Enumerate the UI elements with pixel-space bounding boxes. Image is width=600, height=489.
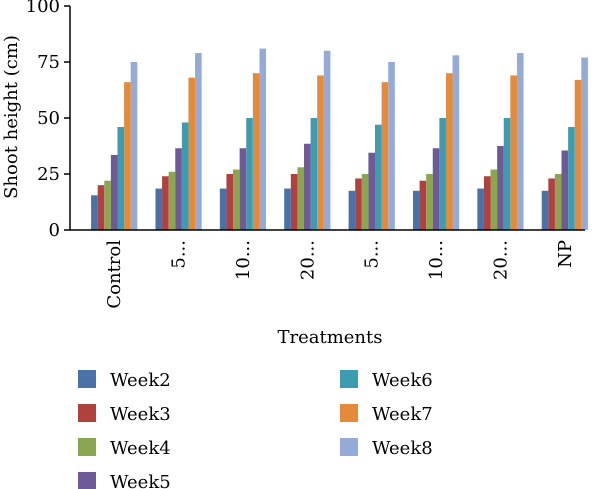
legend-swatch bbox=[340, 438, 358, 456]
x-tick-label: 20... bbox=[490, 240, 511, 280]
bar-week3-6 bbox=[483, 176, 491, 230]
legend-label: Week4 bbox=[110, 438, 171, 459]
bar-week4-2 bbox=[233, 169, 240, 230]
bar-week5-2 bbox=[239, 148, 247, 230]
bar-week8-7 bbox=[581, 57, 588, 230]
x-axis: Control 5... 10... 20... 5... 10... 20... NP bbox=[70, 229, 585, 309]
bar-week4-4 bbox=[361, 174, 369, 230]
bar-week5-4 bbox=[368, 152, 375, 230]
bar-week6-5 bbox=[439, 118, 446, 230]
bar-week6-7 bbox=[568, 126, 575, 230]
bar-week7-5 bbox=[445, 73, 453, 230]
legend-swatch bbox=[340, 370, 358, 388]
y-axis-title: Shoot height (cm) bbox=[1, 35, 22, 199]
bar-week8-3 bbox=[323, 50, 331, 230]
legend-item-week2: Week2 bbox=[78, 370, 171, 391]
y-tick-label: 100 bbox=[26, 0, 60, 17]
legend-label: Week2 bbox=[110, 370, 171, 391]
legend-item-week4: Week4 bbox=[78, 438, 171, 459]
bar-week8-1 bbox=[195, 53, 202, 230]
y-tick-label: 0 bbox=[49, 220, 60, 241]
legend-label: Week8 bbox=[372, 438, 433, 459]
bar-week2-2 bbox=[219, 188, 227, 230]
bar-week6-2 bbox=[246, 118, 253, 230]
legend-swatch bbox=[78, 438, 96, 456]
legend-swatch bbox=[78, 472, 96, 489]
x-axis-title: Treatments bbox=[277, 327, 382, 348]
bar-week5-1 bbox=[175, 148, 182, 230]
bar-week2-0 bbox=[91, 195, 98, 230]
x-tick-label: NP bbox=[555, 240, 576, 268]
bar-week4-5 bbox=[426, 174, 433, 230]
bar-week7-1 bbox=[188, 77, 196, 231]
y-tick-label: 50 bbox=[37, 108, 60, 129]
x-tick-label: 10... bbox=[233, 240, 254, 280]
bar-week2-1 bbox=[155, 188, 163, 230]
x-tick-label: 5... bbox=[169, 240, 190, 269]
bar-week6-1 bbox=[181, 122, 189, 230]
legend-item-week8: Week8 bbox=[340, 438, 433, 459]
y-axis: 0 25 50 75 100 bbox=[26, 0, 71, 241]
legend-item-week7: Week7 bbox=[340, 404, 433, 425]
bar-week8-0 bbox=[130, 62, 138, 230]
bar-week4-7 bbox=[554, 174, 562, 230]
bar-week6-0 bbox=[117, 126, 125, 230]
legend-label: Week5 bbox=[110, 472, 171, 489]
bar-week3-4 bbox=[355, 178, 362, 230]
bar-week3-3 bbox=[290, 174, 298, 230]
x-tick-label: 20... bbox=[297, 240, 318, 280]
legend-label: Week6 bbox=[372, 370, 433, 391]
y-tick-label: 25 bbox=[37, 164, 60, 185]
bar-week5-6 bbox=[497, 146, 504, 230]
legend: Week2 Week3 Week4 Week5 Week6 Week7 Week8 bbox=[78, 370, 433, 489]
bar-week7-7 bbox=[574, 79, 582, 230]
bar-week2-3 bbox=[284, 188, 291, 230]
bars bbox=[91, 48, 588, 231]
bar-week8-6 bbox=[516, 53, 524, 230]
bar-week3-2 bbox=[226, 174, 234, 230]
bar-week3-7 bbox=[548, 178, 555, 230]
bar-week6-4 bbox=[374, 124, 382, 230]
legend-swatch bbox=[340, 404, 358, 422]
bar-week6-3 bbox=[310, 118, 318, 230]
bar-week4-0 bbox=[104, 180, 111, 230]
legend-swatch bbox=[78, 404, 96, 422]
legend-item-week3: Week3 bbox=[78, 404, 171, 425]
legend-item-week6: Week6 bbox=[340, 370, 433, 391]
bar-week4-3 bbox=[297, 167, 305, 230]
legend-swatch bbox=[78, 370, 96, 388]
bar-week4-1 bbox=[168, 171, 176, 230]
bar-week5-5 bbox=[432, 148, 440, 230]
bar-week7-0 bbox=[124, 82, 131, 230]
bar-week5-7 bbox=[561, 150, 569, 230]
bar-week2-4 bbox=[348, 190, 356, 230]
bar-week8-4 bbox=[388, 62, 395, 230]
bar-week3-0 bbox=[97, 185, 105, 230]
bar-week6-6 bbox=[503, 118, 511, 230]
bar-week3-5 bbox=[419, 180, 427, 230]
bar-week7-6 bbox=[510, 75, 517, 230]
x-tick-label: 10... bbox=[426, 240, 447, 280]
y-tick-label: 75 bbox=[37, 52, 60, 73]
bar-week8-5 bbox=[452, 55, 460, 230]
legend-item-week5: Week5 bbox=[78, 472, 171, 489]
bar-week7-2 bbox=[252, 73, 260, 230]
bar-week8-2 bbox=[259, 48, 267, 231]
legend-label: Week7 bbox=[372, 404, 433, 425]
bar-week5-0 bbox=[110, 154, 118, 230]
bar-week2-6 bbox=[477, 188, 484, 230]
x-tick-label: Control bbox=[104, 240, 125, 309]
bar-week2-5 bbox=[412, 190, 420, 230]
legend-label: Week3 bbox=[110, 404, 171, 425]
bar-week4-6 bbox=[490, 169, 498, 230]
bar-week2-7 bbox=[541, 190, 549, 230]
bar-week3-1 bbox=[162, 176, 169, 230]
bar-week7-3 bbox=[317, 75, 324, 230]
x-tick-label: 5... bbox=[362, 240, 383, 269]
bar-week7-4 bbox=[381, 82, 389, 230]
bar-week5-3 bbox=[304, 143, 311, 230]
